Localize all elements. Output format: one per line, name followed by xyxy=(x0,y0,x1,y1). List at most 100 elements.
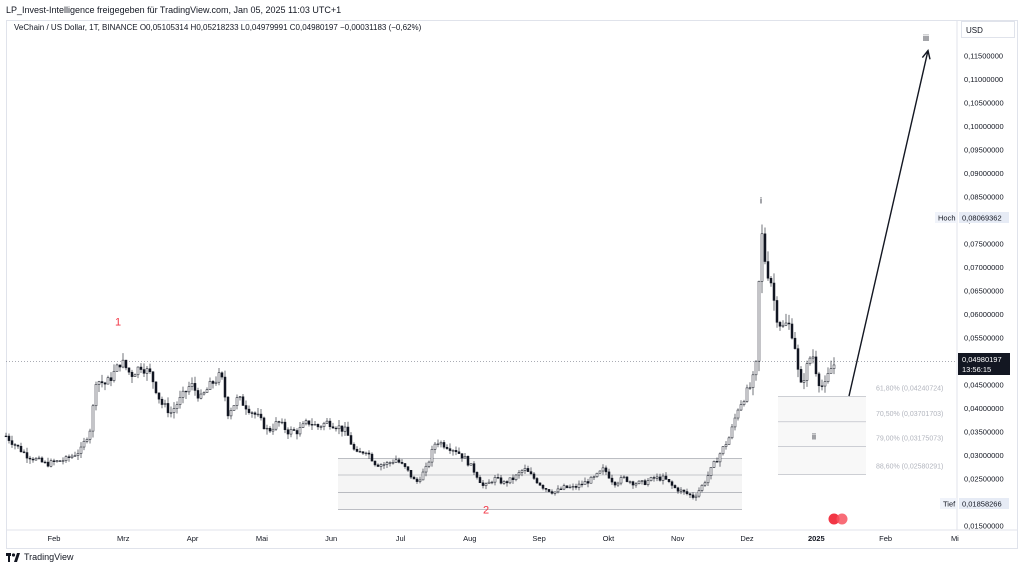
candle-body xyxy=(226,396,230,417)
candle xyxy=(262,416,266,430)
candle xyxy=(238,396,242,401)
candle-body xyxy=(814,356,818,375)
candle-body xyxy=(439,442,443,445)
candle xyxy=(493,474,497,486)
candle-body xyxy=(709,467,713,476)
wave-label: i xyxy=(760,195,762,205)
time-tick-label: 2025 xyxy=(808,534,825,543)
candle xyxy=(454,446,458,456)
candle xyxy=(556,485,560,494)
candle xyxy=(25,447,29,464)
candle-body xyxy=(40,457,44,463)
candle-body xyxy=(118,364,122,368)
candle-body xyxy=(625,476,629,482)
footer: TradingView xyxy=(6,552,74,562)
candle xyxy=(664,472,668,481)
candle-body xyxy=(448,448,452,451)
candle-body xyxy=(34,458,38,461)
candle-body xyxy=(232,405,236,411)
candle-body xyxy=(271,428,275,432)
candle xyxy=(67,454,71,462)
candle-body xyxy=(745,387,749,402)
candles xyxy=(4,224,836,501)
candle xyxy=(196,387,200,402)
candle xyxy=(334,426,338,432)
candle-body xyxy=(457,451,461,454)
candle xyxy=(505,480,509,487)
candle xyxy=(799,366,803,383)
candle-body xyxy=(250,412,254,414)
projection-arrow[interactable] xyxy=(848,48,931,397)
candle xyxy=(373,460,377,467)
candle xyxy=(547,489,551,493)
candle xyxy=(172,402,176,419)
candle-body xyxy=(349,435,353,445)
candle-body xyxy=(463,456,467,459)
tradingview-logo-icon xyxy=(6,552,20,562)
candle xyxy=(106,375,110,385)
candle xyxy=(367,450,371,459)
candle-body xyxy=(517,472,521,476)
candle xyxy=(736,408,740,421)
candle xyxy=(217,368,221,386)
candle-body xyxy=(640,480,644,482)
candle xyxy=(712,460,716,468)
candle xyxy=(445,444,449,450)
candle xyxy=(433,441,437,454)
candle xyxy=(91,403,95,438)
candle-body xyxy=(793,337,797,349)
candle-body xyxy=(772,282,776,301)
candle-body xyxy=(505,481,509,484)
candle-body xyxy=(655,476,659,479)
candle xyxy=(742,399,746,407)
candle xyxy=(352,442,356,451)
candle-body xyxy=(382,464,386,466)
candle xyxy=(814,350,818,377)
time-axis[interactable]: Feb Mrz Apr Mai Jun Jul Aug Sep Okt Nov Dez 2025 Feb… xyxy=(48,534,960,543)
candle xyxy=(595,472,599,478)
price-axis[interactable]: 0,11500000 0,11000000 0,10500000 0,10000000… xyxy=(964,51,1004,530)
candle-body xyxy=(433,443,437,450)
candle xyxy=(562,483,566,491)
candle xyxy=(478,475,482,484)
candle xyxy=(178,390,182,409)
candle xyxy=(292,427,296,431)
candle xyxy=(517,470,521,479)
candle-body xyxy=(499,477,503,484)
candle-body xyxy=(139,366,143,370)
flag-icon[interactable] xyxy=(828,513,848,525)
candle-body xyxy=(631,481,635,486)
candle-body xyxy=(166,403,170,414)
candle xyxy=(97,380,101,393)
candle xyxy=(451,449,455,456)
candle xyxy=(268,426,272,434)
candle xyxy=(190,377,194,391)
candle xyxy=(766,251,770,281)
candle xyxy=(205,387,209,393)
candle-body xyxy=(586,481,590,484)
candle xyxy=(103,381,107,391)
candle-body xyxy=(637,480,641,484)
candle xyxy=(319,425,323,431)
candle xyxy=(544,487,548,493)
candle xyxy=(34,457,38,461)
candle-body xyxy=(802,380,806,383)
candle xyxy=(61,457,65,465)
currency-selector[interactable]: USD xyxy=(961,21,1015,38)
candle xyxy=(634,482,638,488)
price-tick-label: 0,11000000 xyxy=(964,75,1003,84)
price-tags: Hoch 0,08069362 Tief 0,01858266 0,049801… xyxy=(935,212,1010,509)
candle xyxy=(13,443,17,450)
candle-body xyxy=(565,485,569,489)
candle xyxy=(700,484,704,493)
candle-body xyxy=(46,461,50,467)
candle-body xyxy=(241,396,245,406)
candle xyxy=(745,384,749,403)
candle xyxy=(646,478,650,487)
candle-body xyxy=(766,261,770,279)
candle-body xyxy=(196,390,200,399)
candle-body xyxy=(316,424,320,428)
candle xyxy=(436,439,440,448)
candle-body xyxy=(577,483,581,488)
